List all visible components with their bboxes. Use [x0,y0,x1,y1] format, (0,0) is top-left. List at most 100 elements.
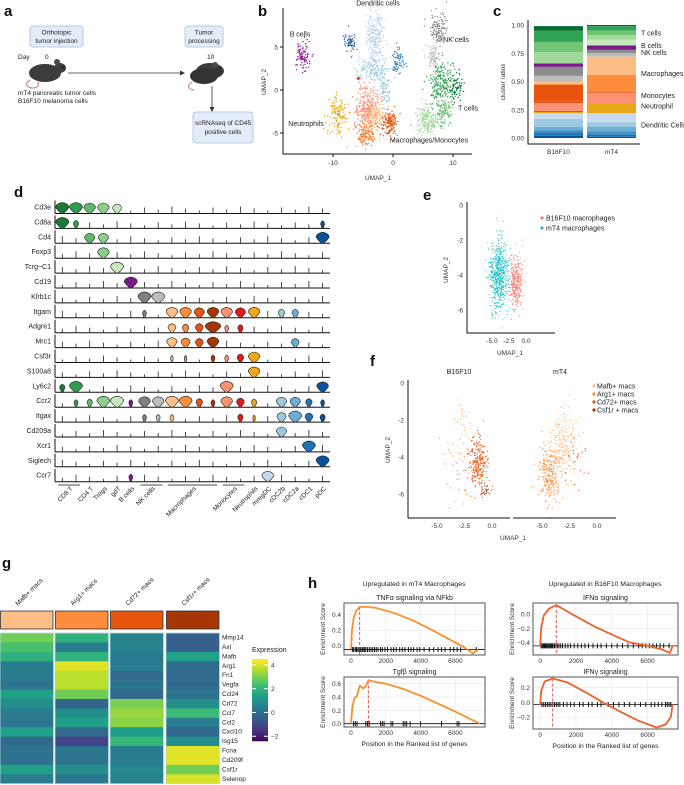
data-point [548,466,551,468]
data-point [502,260,504,262]
data-point [500,280,502,282]
data-point [497,305,499,307]
cluster-points-1 [438,437,481,509]
data-point [305,70,307,72]
data-point [472,451,474,453]
bar-segment [534,83,583,85]
bar-segment [534,26,583,31]
data-point [344,117,346,120]
data-point [435,118,437,120]
data-point [516,264,518,266]
data-point [517,289,519,291]
colorbar-step [252,730,268,734]
data-point [563,451,566,453]
data-point [356,112,358,114]
data-point [507,261,509,263]
data-point [511,271,513,273]
data-point [347,44,349,47]
data-point [426,109,429,112]
data-point [552,473,554,475]
data-point [478,449,480,452]
data-point [302,50,304,52]
data-point [452,464,454,466]
data-point [488,294,490,296]
data-point [358,88,361,90]
heatmap-cell [0,670,54,681]
data-point [361,65,364,67]
data-point [394,68,396,71]
data-point [464,469,466,471]
data-point [507,280,509,282]
colorbar-step [252,687,268,691]
data-point [403,63,405,66]
data-point [446,80,448,82]
data-point [439,83,441,85]
data-point [548,489,550,491]
data-point [574,398,576,401]
data-point [370,144,373,147]
data-point [515,269,517,271]
data-point [361,130,364,132]
data-point [352,48,355,51]
data-point [433,97,436,100]
data-point [349,38,352,40]
data-point [468,472,470,475]
data-point [543,462,546,464]
data-point [382,83,385,86]
data-point [479,481,481,483]
data-point [565,451,567,453]
data-point [360,88,362,90]
data-point [344,45,346,47]
data-point [564,454,566,456]
data-point [502,292,504,294]
data-point [384,124,387,126]
data-point [491,298,493,300]
data-point [459,90,462,92]
data-point [369,110,371,112]
y-tick-label: -5 [272,131,278,138]
data-point [389,117,391,119]
data-point [371,127,373,129]
data-point [431,94,433,97]
colorbar-step [252,675,268,678]
data-point [306,55,309,57]
data-point [571,446,573,448]
data-point [373,75,376,77]
step-scrnaseq-line2: positive cells [205,129,243,136]
data-point [442,72,444,74]
gene-label: Ccr2 [36,398,51,405]
data-point [573,438,575,440]
data-point [370,10,372,12]
data-point [368,19,370,22]
colorbar-step [252,677,268,680]
data-point [323,115,326,118]
data-point [309,63,311,65]
step-box-processing [184,25,224,48]
data-point [440,67,442,70]
data-point [432,91,434,94]
data-point [357,92,359,94]
data-point [382,103,384,106]
data-point [569,409,571,411]
data-point [456,93,458,96]
data-point [382,135,385,137]
data-point [364,116,367,119]
data-point [353,40,355,42]
data-point [502,254,504,256]
bar-segment [587,126,636,132]
data-point [498,302,500,304]
data-point [501,287,503,289]
data-point [373,117,375,119]
data-point [479,478,481,480]
data-point [499,271,501,273]
data-point [499,261,501,263]
data-point [494,295,496,298]
data-point [498,314,500,317]
gene-label: Cd209f [222,757,243,764]
data-point [369,108,372,110]
data-point [453,90,456,93]
heatmap-cell [55,755,109,766]
data-point [382,76,384,79]
data-point [553,442,555,444]
data-point [362,92,365,95]
